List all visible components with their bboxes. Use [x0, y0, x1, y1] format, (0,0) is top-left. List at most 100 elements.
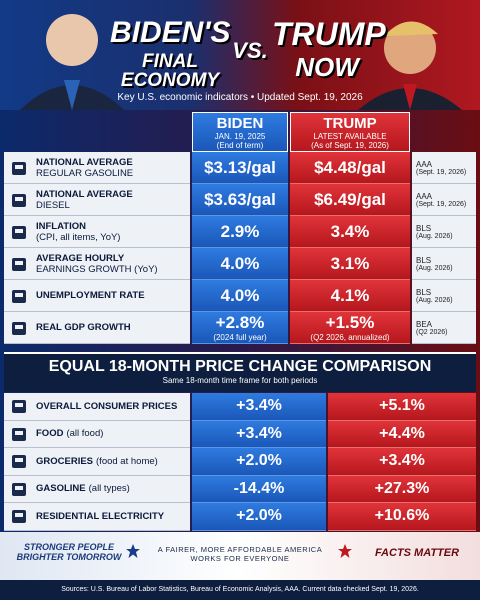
- label-part: (all types): [88, 483, 130, 495]
- comparison-row: RESIDENTIAL ELECTRICITY +2.0% +10.6%: [4, 503, 476, 531]
- label-line: NATIONAL AVERAGE: [36, 188, 133, 200]
- icon: [8, 285, 30, 307]
- source: BEA (Q2 2026): [412, 312, 476, 344]
- slogans: STRONGER PEOPLE BRIGHTER TOMORROW A FAIRE…: [0, 532, 480, 580]
- row-label: REAL GDP GROWTH: [4, 312, 190, 344]
- label-part: OVERALL CONSUMER PRICES: [36, 400, 178, 412]
- label-part: FOOD: [36, 428, 64, 440]
- slogan-left: STRONGER PEOPLE BRIGHTER TOMORROW: [14, 542, 124, 562]
- label-line: (CPI, all items, YoY): [36, 231, 121, 243]
- column-title: BIDEN: [216, 114, 264, 132]
- label-line: EARNINGS GROWTH (YoY): [36, 263, 158, 275]
- value-line: 4.0%: [220, 285, 260, 305]
- icon: [8, 317, 30, 339]
- table-row: REAL GDP GROWTH +2.8% (2024 full year) +1.5…: [4, 312, 476, 344]
- value-line: +2.8%: [215, 313, 265, 332]
- right-title: TRUMP: [272, 16, 386, 52]
- row-label: NATIONAL AVERAGE REGULAR GASOLINE: [4, 152, 190, 184]
- source: BLS (Aug. 2026): [412, 280, 476, 312]
- label-part: RESIDENTIAL ELECTRICITY: [36, 510, 165, 522]
- trump-change: +5.1%: [328, 393, 476, 421]
- biden-value: $3.13/gal: [192, 152, 288, 184]
- trump-header: TRUMP LATEST AVAILABLE (As of Sept. 19, 20…: [290, 112, 410, 152]
- comparison-subtitle: Same 18-month time frame for both period…: [162, 376, 318, 385]
- source: BLS (Aug. 2026): [412, 248, 476, 280]
- biden-value: 4.0%: [192, 280, 288, 312]
- value-line: 3.1%: [330, 253, 370, 273]
- table-row: NATIONAL AVERAGE REGULAR GASOLINE $3.13/ga…: [4, 152, 476, 184]
- comparison-row: OVERALL CONSUMER PRICES +3.4% +5.1%: [4, 393, 476, 421]
- star: [126, 544, 140, 558]
- label-text: OVERALL CONSUMER PRICES: [36, 401, 177, 412]
- label-part: GASOLINE: [36, 483, 86, 495]
- source-line: (Sept. 19, 2026): [416, 200, 467, 208]
- biden-change: -14.4%: [192, 475, 326, 503]
- left-title: BIDEN'S: [110, 16, 231, 49]
- header: BIDEN'S FINAL ECONOMY VS. TRUMP NOW Key …: [0, 0, 480, 110]
- trump-change: +3.4%: [328, 448, 476, 476]
- label-part: GROCERIES: [36, 455, 94, 467]
- sources: Sources: U.S. Bureau of Labor Statistics…: [0, 580, 480, 600]
- label-line: AVERAGE HOURLY: [36, 252, 125, 264]
- value-line: +1.5%: [325, 313, 375, 332]
- source-line: AAA: [416, 159, 433, 169]
- table-row: NATIONAL AVERAGE DIESEL $3.63/gal $6.49/gal…: [4, 184, 476, 216]
- row-label: RESIDENTIAL ELECTRICITY: [4, 503, 190, 531]
- row-label: NATIONAL AVERAGE DIESEL: [4, 184, 190, 216]
- label-text: INFLATION (CPI, all items, YoY): [36, 221, 120, 243]
- comparison-row: GROCERIES (food at home) +2.0% +3.4%: [4, 448, 476, 476]
- label-part: (all food): [66, 428, 104, 440]
- biden-value: +2.8% (2024 full year): [192, 312, 288, 344]
- slogan-right: FACTS MATTER: [374, 547, 460, 559]
- label-text: NATIONAL AVERAGE DIESEL: [36, 189, 133, 211]
- label-line: REAL GDP GROWTH: [36, 322, 131, 333]
- trump-value: 3.4%: [290, 216, 410, 248]
- source-line: (Q2 2026): [416, 328, 448, 336]
- label-text: GASOLINE (all types): [36, 483, 130, 494]
- icon: [8, 450, 30, 472]
- biden-change: +2.0%: [192, 503, 326, 531]
- icon: [8, 253, 30, 275]
- source-line: (Sept. 19, 2026): [416, 168, 467, 176]
- column-title: (As of Sept. 19, 2026): [311, 140, 389, 150]
- column-title: LATEST AVAILABLE: [313, 131, 387, 141]
- biden-value: 4.0%: [192, 248, 288, 280]
- comparison-header: EQUAL 18-MONTH PRICE CHANGE COMPARISON S…: [4, 352, 476, 392]
- row-label: OVERALL CONSUMER PRICES: [4, 393, 190, 421]
- label-line: REGULAR GASOLINE: [36, 167, 134, 179]
- portraits: [20, 14, 462, 110]
- label-line: INFLATION: [36, 220, 86, 232]
- label-line: UNEMPLOYMENT RATE: [36, 290, 145, 301]
- biden-change: +3.4%: [192, 393, 326, 421]
- trump-change: +27.3%: [328, 475, 476, 503]
- biden-value: $3.63/gal: [192, 184, 288, 216]
- slogan-line: A FAIRER, MORE AFFORDABLE AMERICA: [157, 545, 323, 554]
- label-text: RESIDENTIAL ELECTRICITY: [36, 511, 164, 522]
- value-line: 4.1%: [330, 285, 370, 305]
- icon: [8, 423, 30, 445]
- label-text: GROCERIES (food at home): [36, 456, 158, 467]
- label-part: (food at home): [96, 455, 158, 467]
- value-line: (2024 full year): [213, 333, 267, 342]
- trump-value: 4.1%: [290, 280, 410, 312]
- value-line: $4.48/gal: [314, 157, 386, 177]
- column-title: JAN. 19, 2025: [214, 131, 266, 141]
- trump-change: +10.6%: [328, 503, 476, 531]
- slogan-line: STRONGER PEOPLE: [23, 542, 114, 552]
- comparison-row: GASOLINE (all types) -14.4% +27.3%: [4, 475, 476, 503]
- comparison-title: EQUAL 18-MONTH PRICE CHANGE COMPARISON: [48, 358, 432, 375]
- source: AAA (Sept. 19, 2026): [412, 184, 476, 216]
- label-text: NATIONAL AVERAGE REGULAR GASOLINE: [36, 157, 133, 179]
- table-row: INFLATION (CPI, all items, YoY) 2.9% 3.4% BL…: [4, 216, 476, 248]
- label-line: DIESEL: [36, 199, 70, 211]
- icon: [8, 395, 30, 417]
- value-line: $3.13/gal: [204, 157, 276, 177]
- icon: [8, 157, 30, 179]
- biden-change: +2.0%: [192, 448, 326, 476]
- biden-change: +3.4%: [192, 420, 326, 448]
- trump-change: +4.4%: [328, 420, 476, 448]
- right-title: NOW: [295, 52, 359, 82]
- star: [338, 544, 352, 558]
- icon: [8, 478, 30, 500]
